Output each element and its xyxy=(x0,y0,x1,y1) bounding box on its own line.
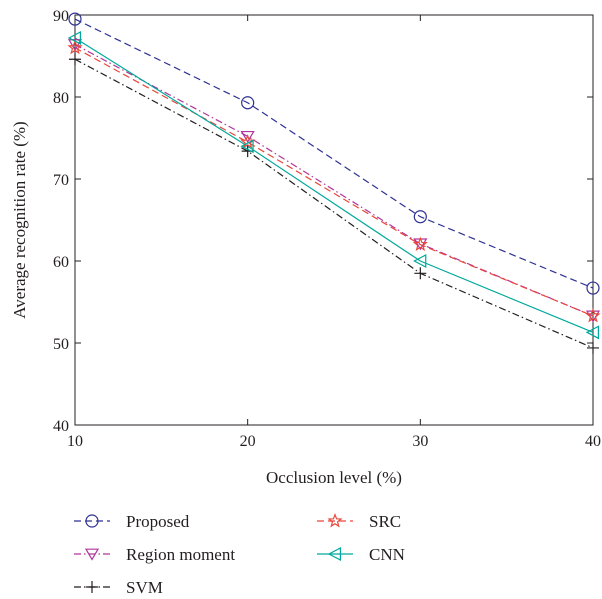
data-point-proposed xyxy=(68,12,82,26)
series-lines xyxy=(74,18,594,349)
x-tick-label: 10 xyxy=(67,433,83,450)
x-tick-label: 40 xyxy=(585,433,601,450)
legend-item-svm: SVM xyxy=(74,578,163,597)
data-point-src xyxy=(585,307,601,323)
series-markers xyxy=(67,12,601,354)
legend-item-region-moment: Region moment xyxy=(74,545,235,564)
y-tick-label: 60 xyxy=(53,254,69,271)
legend-item-proposed: Proposed xyxy=(74,512,190,531)
y-tick-label: 70 xyxy=(53,172,69,189)
legend-label: Region moment xyxy=(126,545,235,564)
legend: Proposed Region moment SVM SRC CNN xyxy=(74,512,405,597)
y-tick-label: 40 xyxy=(53,418,69,435)
legend-item-cnn: CNN xyxy=(317,545,405,564)
data-point-proposed xyxy=(586,281,600,295)
data-point-svm xyxy=(414,267,427,280)
x-axis-label: Occlusion level (%) xyxy=(266,468,402,487)
legend-swatch-marker xyxy=(86,581,98,593)
legend-swatch-marker xyxy=(84,548,100,561)
x-tick-label: 20 xyxy=(240,433,256,450)
axis-ticks: 10 20 30 40 40 50 60 70 80 90 xyxy=(53,8,601,450)
data-point-svm xyxy=(587,341,599,354)
plot-frame xyxy=(74,14,594,426)
legend-label: Proposed xyxy=(126,512,190,531)
data-point-src xyxy=(67,39,83,55)
data-point-region-moment xyxy=(67,39,83,52)
legend-swatch-marker xyxy=(327,513,343,528)
x-tick-label: 30 xyxy=(412,433,428,450)
data-point-region-moment xyxy=(240,130,255,143)
series-line-cnn xyxy=(74,37,594,333)
data-point-src xyxy=(412,236,428,252)
data-point-svm xyxy=(69,53,81,66)
data-point-cnn xyxy=(413,254,427,268)
legend-item-src: SRC xyxy=(317,512,401,531)
data-point-cnn xyxy=(240,139,254,154)
series-line-src xyxy=(74,47,594,317)
legend-swatch-marker xyxy=(327,547,341,561)
data-point-proposed xyxy=(413,210,427,224)
data-point-proposed xyxy=(241,96,255,110)
legend-label: SRC xyxy=(369,512,401,531)
data-point-cnn xyxy=(585,325,600,340)
series-line-proposed xyxy=(74,18,594,289)
legend-label: CNN xyxy=(369,545,405,564)
y-tick-label: 80 xyxy=(53,90,69,107)
series-line-region-moment xyxy=(74,43,594,317)
legend-swatch-marker xyxy=(85,514,99,528)
legend-label: SVM xyxy=(126,578,163,597)
series-line-svm xyxy=(74,58,594,349)
data-point-cnn xyxy=(67,30,82,45)
y-axis-label: Average recognition rate (%) xyxy=(10,121,29,318)
y-tick-label: 90 xyxy=(53,8,69,25)
y-tick-label: 50 xyxy=(53,336,69,353)
